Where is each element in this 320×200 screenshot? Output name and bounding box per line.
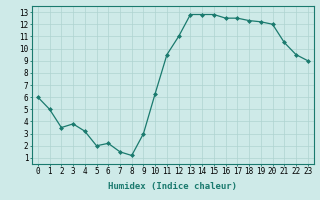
X-axis label: Humidex (Indice chaleur): Humidex (Indice chaleur) [108,182,237,191]
